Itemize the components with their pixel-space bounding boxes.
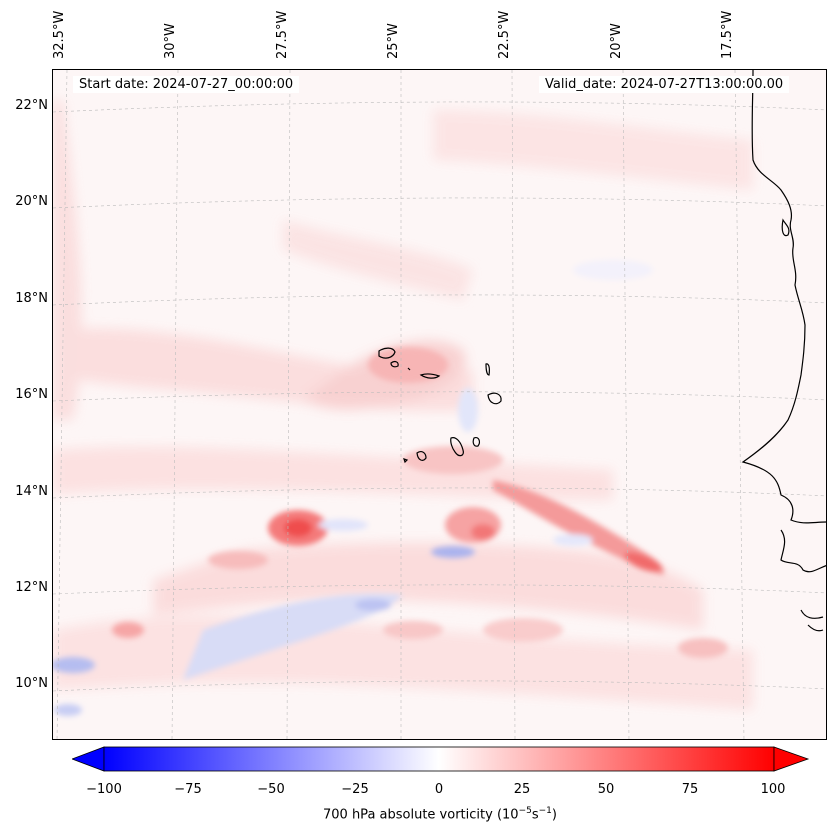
map-canvas [53, 70, 826, 739]
lat-label-12n: 12°N [15, 580, 48, 595]
lon-label-32-5w: 32.5°W [52, 10, 67, 59]
colorbar [72, 746, 810, 772]
lat-label-10n: 10°N [15, 676, 48, 691]
valid-date-label: Valid_date: 2024-07-27T13:00:00.00 [539, 76, 790, 93]
santiago-island [450, 437, 464, 457]
colorbar-tick-25: 25 [513, 782, 531, 797]
colorbar-tick-100: 100 [760, 782, 786, 797]
fogo-island [416, 451, 427, 461]
colorbar-tick-neg50: −50 [257, 782, 285, 797]
lon-label-25w: 25°W [386, 23, 401, 59]
colorbar-max-arrow [773, 746, 810, 772]
colorbar-gradient [103, 746, 775, 772]
lat-label-18n: 18°N [15, 291, 48, 306]
colorbar-label: 700 hPa absolute vorticity (10−5s−1) [323, 806, 557, 823]
coastline [378, 70, 826, 632]
colorbar-tick-neg25: −25 [341, 782, 369, 797]
lon-label-20w: 20°W [609, 23, 624, 59]
colorbar-tick-neg75: −75 [174, 782, 202, 797]
sao-vicente-island [390, 360, 399, 368]
lat-label-14n: 14°N [15, 484, 48, 499]
lon-label-27-5w: 27.5°W [275, 10, 290, 59]
colorbar-tick-75: 75 [681, 782, 699, 797]
colorbar-tick-50: 50 [597, 782, 615, 797]
maio-island [472, 437, 480, 447]
graticule [53, 70, 826, 739]
lon-label-17-5w: 17.5°W [720, 10, 735, 59]
sal-island [485, 363, 490, 376]
start-date-label: Start date: 2024-07-27_00:00:00 [73, 76, 300, 93]
sao-nicolau-island [419, 373, 441, 379]
santo-antao-island [378, 347, 396, 359]
colorbar-min-arrow [72, 746, 105, 772]
boa-vista-island [487, 392, 502, 405]
vorticity-field [53, 70, 826, 739]
brava-island [403, 458, 409, 464]
colorbar-tick-0: 0 [434, 782, 444, 797]
lat-label-16n: 16°N [15, 387, 48, 402]
lon-label-30w: 30°W [163, 23, 178, 59]
west-africa-coastline [741, 70, 826, 524]
lat-label-20n: 20°N [15, 194, 48, 209]
lon-label-22-5w: 22.5°W [497, 10, 512, 59]
lat-label-22n: 22°N [15, 98, 48, 113]
colorbar-tick-neg100: −100 [86, 782, 122, 797]
vorticity-map [52, 69, 827, 740]
